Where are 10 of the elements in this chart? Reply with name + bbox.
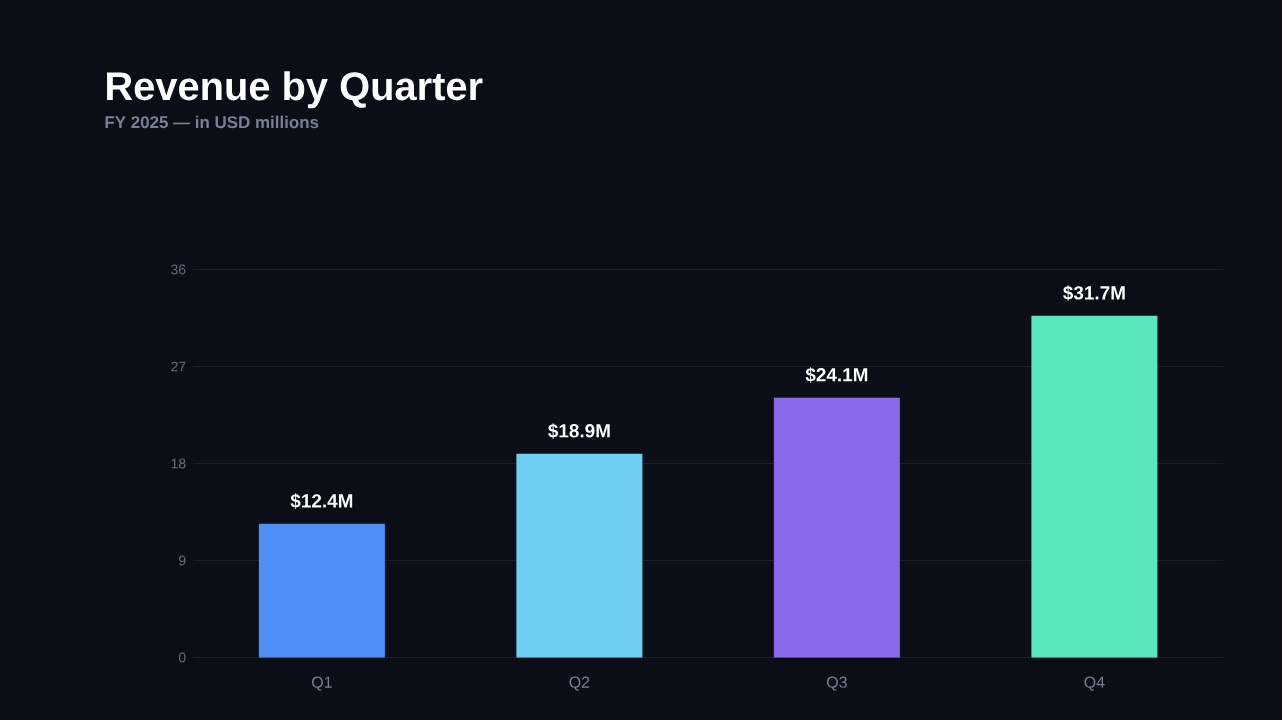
data-label: $12.4M [290, 493, 353, 509]
bar [1031, 315, 1158, 658]
data-label: $18.9M [548, 423, 610, 439]
bar [773, 397, 900, 658]
chart-title: Revenue by Quarter [107, 71, 483, 109]
bar [258, 523, 385, 658]
chart-subtitle: FY 2025 — in USD millions [105, 115, 319, 129]
data-label: $31.7M [1063, 285, 1125, 301]
bar [516, 453, 643, 658]
data-label: $24.1M [805, 367, 868, 383]
